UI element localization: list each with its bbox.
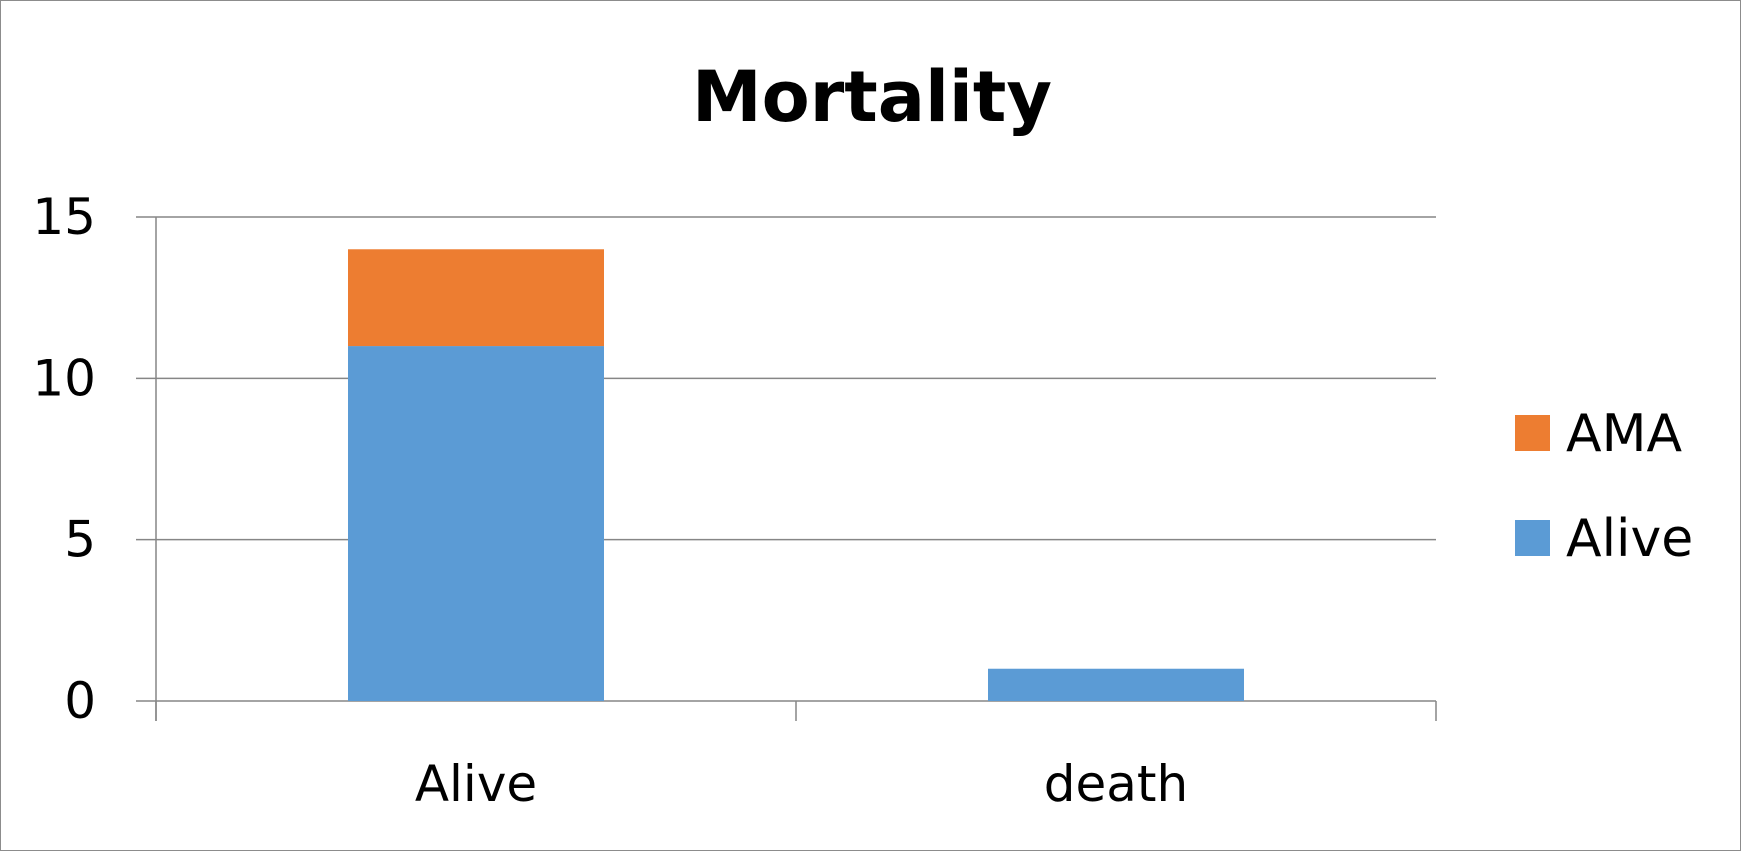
- y-tick-labels: 0 5 10 15: [32, 188, 96, 730]
- legend-label: AMA: [1566, 404, 1682, 464]
- legend: AMA Alive: [1515, 404, 1693, 569]
- y-tick-label: 10: [32, 349, 96, 407]
- axes: [136, 217, 1437, 721]
- y-tick-label: 0: [64, 672, 96, 730]
- gridlines: [136, 216, 1436, 541]
- legend-swatch: [1515, 520, 1550, 556]
- bars: [348, 249, 1244, 701]
- legend-label: Alive: [1566, 509, 1693, 569]
- x-tick-label: death: [1044, 755, 1188, 813]
- y-tick-label: 5: [64, 511, 96, 569]
- legend-swatch: [1515, 415, 1550, 451]
- x-tick-label: Alive: [415, 755, 537, 813]
- bar-alive-death: [988, 668, 1244, 701]
- bar-ama-alive: [348, 249, 604, 347]
- chart-title: Mortality: [692, 56, 1052, 138]
- bar-alive-alive: [348, 346, 604, 701]
- x-tick-labels: Alive death: [415, 755, 1188, 813]
- y-tick-label: 15: [32, 188, 96, 246]
